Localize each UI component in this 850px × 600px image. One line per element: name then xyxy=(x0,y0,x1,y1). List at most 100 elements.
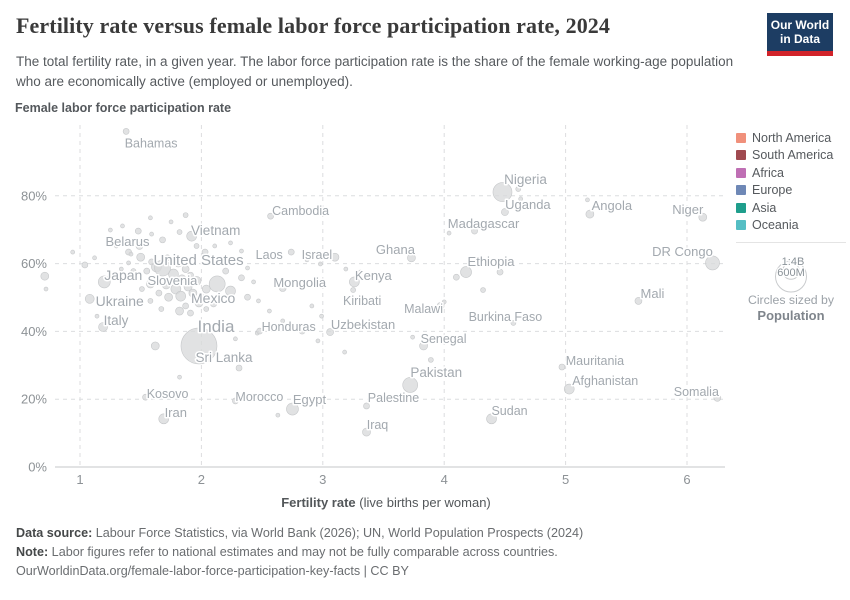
data-point[interactable] xyxy=(175,306,184,316)
data-point-mali[interactable] xyxy=(634,297,643,305)
source-url[interactable]: OurWorldinData.org/female-labor-force-pa… xyxy=(16,564,409,579)
data-point[interactable] xyxy=(275,412,281,418)
data-point[interactable] xyxy=(244,293,251,301)
data-point[interactable] xyxy=(480,287,486,293)
data-point-israel[interactable] xyxy=(330,252,340,262)
data-point-honduras[interactable] xyxy=(256,327,263,335)
data-point-malawi[interactable] xyxy=(436,302,445,310)
data-point-mongolia[interactable] xyxy=(278,284,287,292)
data-point[interactable] xyxy=(158,306,165,312)
data-point-cambodia[interactable] xyxy=(267,212,274,220)
data-point[interactable] xyxy=(161,280,171,290)
data-point-sudan[interactable] xyxy=(486,413,497,425)
data-point-pakistan[interactable] xyxy=(402,377,419,393)
data-point[interactable] xyxy=(182,212,189,218)
data-point[interactable] xyxy=(126,260,131,266)
data-point-slovenia[interactable] xyxy=(146,279,155,289)
data-point[interactable] xyxy=(446,230,452,236)
data-point[interactable] xyxy=(188,288,198,298)
data-point[interactable] xyxy=(304,257,310,263)
data-point-afghanistan[interactable] xyxy=(563,383,575,395)
data-point[interactable] xyxy=(315,338,321,344)
data-point[interactable] xyxy=(40,271,50,281)
data-point-sri-lanka[interactable] xyxy=(235,364,243,372)
data-point[interactable] xyxy=(298,327,306,335)
data-point[interactable] xyxy=(585,197,590,203)
data-point[interactable] xyxy=(194,298,204,308)
data-point[interactable] xyxy=(256,298,261,304)
data-point-laos[interactable] xyxy=(287,248,295,256)
data-point-ukraine[interactable] xyxy=(84,294,95,304)
data-point[interactable] xyxy=(94,313,100,319)
data-point[interactable] xyxy=(233,336,238,342)
legend-item-south-america[interactable]: South America xyxy=(736,147,848,165)
data-point[interactable] xyxy=(177,274,187,284)
data-point[interactable] xyxy=(155,289,163,297)
data-point[interactable] xyxy=(210,300,217,308)
data-point[interactable] xyxy=(201,248,209,256)
data-point[interactable] xyxy=(358,269,363,275)
data-point-italy[interactable] xyxy=(98,322,108,332)
data-point[interactable] xyxy=(181,265,190,273)
data-point-uzbekistan[interactable] xyxy=(326,328,334,336)
data-point-japan[interactable] xyxy=(97,275,111,289)
data-point[interactable] xyxy=(81,261,89,269)
data-point[interactable] xyxy=(134,227,142,235)
data-point-niger[interactable] xyxy=(698,212,708,222)
data-point[interactable] xyxy=(251,279,256,285)
data-point[interactable] xyxy=(168,268,179,280)
legend-item-asia[interactable]: Asia xyxy=(736,199,848,217)
data-point[interactable] xyxy=(147,298,154,304)
data-point[interactable] xyxy=(70,249,76,255)
data-point[interactable] xyxy=(92,255,97,261)
data-point-angola[interactable] xyxy=(585,209,595,219)
data-point[interactable] xyxy=(182,302,189,310)
legend-item-north-america[interactable]: North America xyxy=(736,129,848,147)
data-point[interactable] xyxy=(149,231,154,237)
data-point-kosovo[interactable] xyxy=(142,393,149,401)
legend-item-europe[interactable]: Europe xyxy=(736,182,848,200)
data-point[interactable] xyxy=(128,251,134,257)
data-point[interactable] xyxy=(222,267,229,275)
data-point-uganda[interactable] xyxy=(501,208,509,216)
data-point-kenya[interactable] xyxy=(349,276,360,288)
data-point[interactable] xyxy=(453,273,460,281)
data-point[interactable] xyxy=(164,254,171,262)
data-point[interactable] xyxy=(410,334,415,340)
data-point[interactable] xyxy=(201,284,211,294)
data-point[interactable] xyxy=(193,243,200,249)
data-point[interactable] xyxy=(212,243,218,249)
data-point[interactable] xyxy=(518,196,523,202)
data-point-morocco[interactable] xyxy=(232,397,239,405)
data-point[interactable] xyxy=(148,215,153,221)
data-point[interactable] xyxy=(164,292,173,302)
data-point[interactable] xyxy=(118,266,124,272)
data-point[interactable] xyxy=(187,271,194,279)
data-point[interactable] xyxy=(342,349,347,355)
data-point[interactable] xyxy=(245,265,250,271)
data-point[interactable] xyxy=(183,282,193,292)
data-point[interactable] xyxy=(515,186,522,192)
data-point[interactable] xyxy=(191,276,202,286)
data-point[interactable] xyxy=(168,219,174,225)
data-point-iran[interactable] xyxy=(158,413,170,425)
data-point-india[interactable] xyxy=(180,327,218,365)
data-point-somalia[interactable] xyxy=(713,394,722,402)
data-point[interactable] xyxy=(230,259,236,265)
data-point[interactable] xyxy=(203,306,210,312)
data-point[interactable] xyxy=(496,268,504,276)
data-point-madagascar[interactable] xyxy=(471,227,478,235)
data-point[interactable] xyxy=(187,309,194,317)
data-point-senegal[interactable] xyxy=(419,341,428,351)
legend-item-oceania[interactable]: Oceania xyxy=(736,217,848,235)
data-point[interactable] xyxy=(428,357,434,363)
data-point-belarus[interactable] xyxy=(135,242,144,250)
data-point-ethiopia[interactable] xyxy=(460,266,472,278)
data-point-mexico[interactable] xyxy=(208,275,226,293)
data-point-palestine[interactable] xyxy=(363,402,370,410)
data-point-iraq[interactable] xyxy=(362,427,371,437)
data-point[interactable] xyxy=(225,285,236,297)
data-point[interactable] xyxy=(114,243,119,249)
data-point[interactable] xyxy=(309,303,315,309)
data-point[interactable] xyxy=(319,313,324,319)
